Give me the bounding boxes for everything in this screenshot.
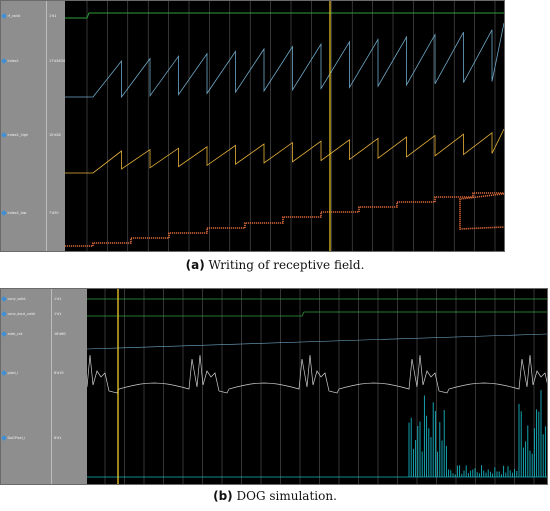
signal-row-index1[interactable]: index1 — [1, 58, 19, 64]
waveform-area[interactable] — [65, 1, 504, 251]
addr-cnt-trace — [87, 333, 547, 350]
caption-b: (b) DOG simulation. — [0, 489, 550, 503]
waveform-area[interactable] — [87, 289, 547, 484]
signal-value: 17'd3634 — [49, 59, 66, 63]
signal-value: 1'd1 — [49, 14, 57, 18]
index1-high-trace — [65, 128, 504, 174]
signal-name: addr_cnt — [7, 332, 23, 336]
signal-name: DoGPixel_i — [7, 436, 26, 440]
caption-a: (a) Writing of receptive field. — [0, 258, 550, 272]
signal-value: 16'd80 — [54, 332, 66, 336]
signal-value: 7'd50 — [49, 211, 59, 215]
caption-text: Writing of receptive field. — [208, 258, 365, 272]
signal-name: conv_valid — [7, 297, 26, 301]
index1-trace — [65, 22, 504, 99]
signal-value-column: 1'd1 1'd1 16'd80 8'd19 8'd1 — [51, 289, 88, 484]
signal-row-index1-high[interactable]: index1_high — [1, 132, 29, 138]
signal-row-conv-valid[interactable]: conv_valid — [1, 296, 26, 302]
signal-name: index1_high — [7, 133, 29, 137]
signal-diamond-icon — [1, 296, 7, 302]
signal-name-column: conv_valid conv_dout_valid addr_cnt pixe… — [1, 289, 51, 484]
rf-valid-trace — [65, 12, 504, 19]
waveform-canvas — [87, 289, 547, 484]
signal-row-index1-low[interactable]: index1_low — [1, 210, 27, 216]
pixel-i-trace — [87, 354, 547, 394]
signal-value: 8'd19 — [54, 371, 64, 375]
signal-diamond-icon — [1, 13, 7, 19]
signal-name: pixel_i — [7, 371, 19, 375]
waveform-viewer-a: rf_valid index1 index1_high index1_low 1… — [0, 0, 505, 252]
caption-tag: (a) — [185, 258, 205, 272]
signal-diamond-icon — [1, 58, 7, 64]
conv-dout-valid-trace — [87, 311, 547, 317]
signal-diamond-icon — [1, 435, 7, 441]
signal-diamond-icon — [1, 311, 7, 317]
signal-value: 10'd28 — [49, 133, 61, 137]
signal-name: index1 — [7, 59, 19, 63]
signal-diamond-icon — [1, 132, 7, 138]
signal-value: 8'd1 — [54, 436, 62, 440]
signal-name: conv_dout_valid — [7, 312, 35, 316]
signal-row-conv-dout-valid[interactable]: conv_dout_valid — [1, 311, 35, 317]
signal-row-rf-valid[interactable]: rf_valid — [1, 13, 20, 19]
signal-diamond-icon — [1, 331, 7, 337]
caption-text: DOG simulation. — [236, 489, 337, 503]
signal-row-addr-cnt[interactable]: addr_cnt — [1, 331, 23, 337]
index1-low-trace — [65, 192, 504, 247]
signal-row-dogpixel-i[interactable]: DoGPixel_i — [1, 435, 26, 441]
waveform-viewer-b: conv_valid conv_dout_valid addr_cnt pixe… — [0, 288, 548, 485]
signal-name: rf_valid — [7, 14, 20, 18]
waveform-canvas — [65, 1, 504, 251]
signal-diamond-icon — [1, 370, 7, 376]
signal-diamond-icon — [1, 210, 7, 216]
caption-tag: (b) — [213, 489, 233, 503]
signal-value-column: 1'd1 17'd3634 10'd28 7'd50 — [46, 1, 66, 251]
signal-row-pixel-i[interactable]: pixel_i — [1, 370, 19, 376]
signal-name-column: rf_valid index1 index1_high index1_low — [1, 1, 46, 251]
signal-value: 1'd1 — [54, 312, 62, 316]
signal-name: index1_low — [7, 211, 27, 215]
signal-value: 1'd1 — [54, 297, 62, 301]
